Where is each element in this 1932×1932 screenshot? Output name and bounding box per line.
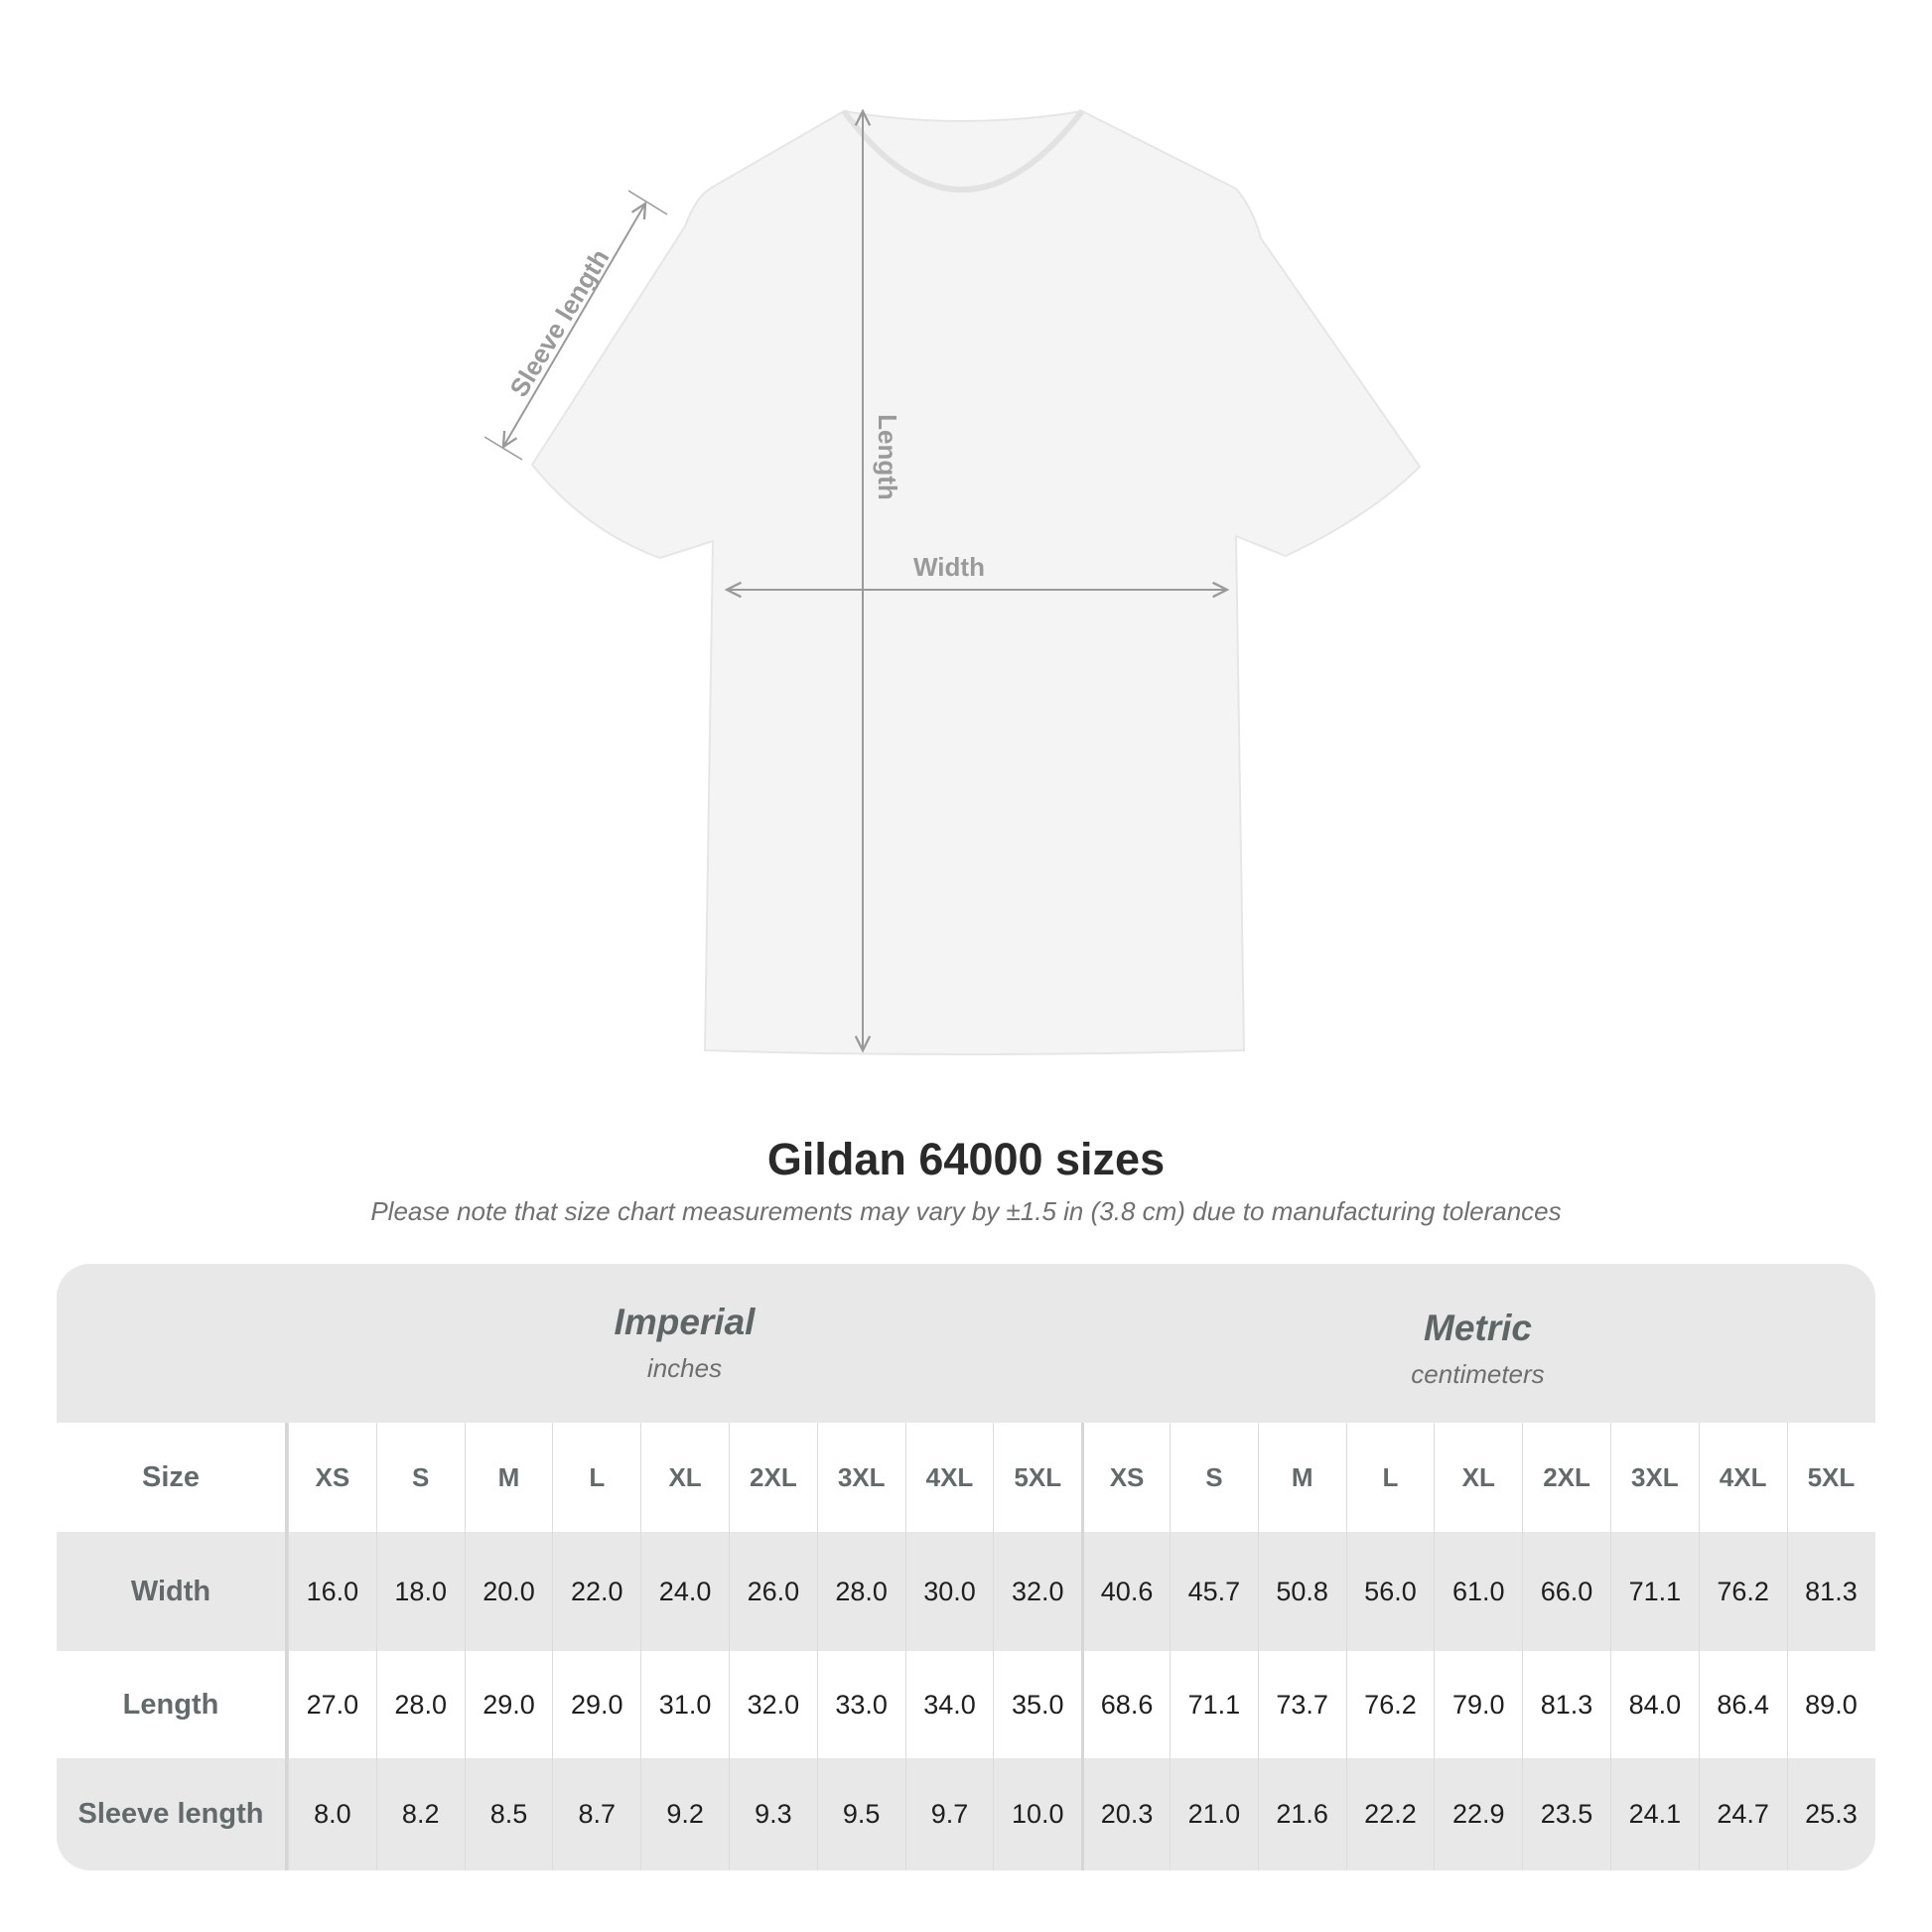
tshirt-collar (841, 109, 1085, 193)
size-header-imperial: 2XL (728, 1423, 817, 1532)
size-header-imperial: 4XL (904, 1423, 994, 1532)
value-cell-metric: 84.0 (1609, 1651, 1699, 1758)
value-cell-imperial: 9.2 (640, 1758, 729, 1870)
value-cell-imperial: 35.0 (993, 1651, 1081, 1758)
value-cell-metric: 79.0 (1434, 1651, 1522, 1758)
value-cell-metric: 25.3 (1786, 1758, 1875, 1870)
width-label: Width (913, 552, 985, 582)
value-cell-metric: 76.2 (1345, 1651, 1435, 1758)
tshirt-diagram (483, 109, 1422, 1055)
size-label: Size (57, 1423, 288, 1532)
size-header-imperial: XS (288, 1423, 376, 1532)
value-cell-metric: 21.6 (1257, 1758, 1346, 1870)
row-label: Length (57, 1651, 288, 1758)
size-header-imperial: 3XL (816, 1423, 905, 1532)
value-cell-metric: 68.6 (1081, 1651, 1170, 1758)
value-cell-imperial: 16.0 (288, 1532, 376, 1651)
value-cell-metric: 73.7 (1257, 1651, 1346, 1758)
value-cell-imperial: 22.0 (552, 1532, 640, 1651)
value-cell-imperial: 30.0 (904, 1532, 994, 1651)
size-header-imperial: XL (640, 1423, 729, 1532)
imperial-header: Imperial inches (288, 1302, 1081, 1384)
value-cell-metric: 81.3 (1786, 1532, 1875, 1651)
value-cell-imperial: 33.0 (816, 1651, 905, 1758)
size-header-metric: XS (1081, 1423, 1170, 1532)
value-cell-metric: 76.2 (1698, 1532, 1787, 1651)
value-cell-imperial: 8.2 (375, 1758, 465, 1870)
value-cell-metric: 89.0 (1786, 1651, 1875, 1758)
value-cell-metric: 81.3 (1522, 1651, 1610, 1758)
size-header-metric: 3XL (1609, 1423, 1699, 1532)
value-cell-imperial: 31.0 (640, 1651, 729, 1758)
value-cell-imperial: 26.0 (728, 1532, 817, 1651)
value-cell-imperial: 9.5 (816, 1758, 905, 1870)
value-cell-metric: 71.1 (1169, 1651, 1258, 1758)
size-header-metric: S (1169, 1423, 1258, 1532)
size-header-metric: 2XL (1522, 1423, 1610, 1532)
metric-unit: centimeters (1411, 1359, 1545, 1389)
value-cell-imperial: 9.7 (904, 1758, 994, 1870)
value-cell-metric: 22.2 (1345, 1758, 1435, 1870)
value-cell-imperial: 8.5 (464, 1758, 553, 1870)
value-cell-metric: 45.7 (1169, 1532, 1258, 1651)
tshirt-body (530, 109, 1422, 1055)
size-row: Size XS S M L XL 2XL 3XL 4XL 5XL XS S M L XL 2XL 3XL 4XL… (57, 1423, 1875, 1532)
value-cell-imperial: 29.0 (552, 1651, 640, 1758)
size-header-metric: 4XL (1698, 1423, 1787, 1532)
value-cell-metric: 24.7 (1698, 1758, 1787, 1870)
size-header-imperial: L (552, 1423, 640, 1532)
size-header-imperial: 5XL (993, 1423, 1081, 1532)
value-cell-imperial: 18.0 (375, 1532, 465, 1651)
table-row: Sleeve length 8.0 8.2 8.5 8.7 9.2 9.3 9.5 9.7 10.… (57, 1758, 1875, 1870)
sleeve-tick (483, 436, 523, 461)
value-cell-metric: 21.0 (1169, 1758, 1258, 1870)
value-cell-imperial: 27.0 (288, 1651, 376, 1758)
length-label: Length (872, 414, 902, 500)
value-cell-imperial: 34.0 (904, 1651, 994, 1758)
row-label: Width (57, 1532, 288, 1651)
size-header-imperial: M (464, 1423, 553, 1532)
metric-title: Metric (1424, 1308, 1532, 1348)
imperial-title: Imperial (614, 1302, 756, 1342)
value-cell-metric: 71.1 (1609, 1532, 1699, 1651)
chart-title: Gildan 64000 sizes (766, 1134, 1166, 1184)
size-table: Imperial inches Metric centimeters Size … (57, 1264, 1875, 1870)
value-cell-imperial: 29.0 (464, 1651, 553, 1758)
size-header-metric: XL (1434, 1423, 1522, 1532)
value-cell-metric: 40.6 (1081, 1532, 1170, 1651)
value-cell-imperial: 32.0 (728, 1651, 817, 1758)
value-cell-metric: 66.0 (1522, 1532, 1610, 1651)
value-cell-metric: 22.9 (1434, 1758, 1522, 1870)
value-cell-metric: 50.8 (1257, 1532, 1346, 1651)
value-cell-metric: 24.1 (1609, 1758, 1699, 1870)
imperial-unit: inches (646, 1353, 723, 1383)
chart-subtitle: Please note that size chart measurements… (370, 1196, 1562, 1226)
table-row: Length 27.0 28.0 29.0 29.0 31.0 32.0 33.0 34.0 35… (57, 1651, 1875, 1758)
value-cell-imperial: 24.0 (640, 1532, 729, 1651)
value-cell-imperial: 28.0 (816, 1532, 905, 1651)
size-header-metric: 5XL (1786, 1423, 1875, 1532)
row-label: Sleeve length (57, 1758, 288, 1870)
sleeve-tick (627, 190, 668, 215)
value-cell-imperial: 28.0 (375, 1651, 465, 1758)
size-header-metric: M (1257, 1423, 1346, 1532)
value-cell-imperial: 32.0 (993, 1532, 1081, 1651)
table-row: Width 16.0 18.0 20.0 22.0 24.0 26.0 28.0 30.0 32.… (57, 1532, 1875, 1651)
value-cell-metric: 86.4 (1698, 1651, 1787, 1758)
value-cell-imperial: 8.7 (552, 1758, 640, 1870)
value-cell-imperial: 20.0 (464, 1532, 553, 1651)
value-cell-metric: 23.5 (1522, 1758, 1610, 1870)
sleeve-arrow (503, 204, 645, 447)
size-header-imperial: S (375, 1423, 465, 1532)
metric-header: Metric centimeters (1081, 1308, 1874, 1390)
value-cell-metric: 61.0 (1434, 1532, 1522, 1651)
value-cell-metric: 56.0 (1345, 1532, 1435, 1651)
value-cell-imperial: 9.3 (728, 1758, 817, 1870)
value-cell-metric: 20.3 (1081, 1758, 1170, 1870)
size-header-metric: L (1345, 1423, 1435, 1532)
value-cell-imperial: 8.0 (288, 1758, 376, 1870)
value-cell-imperial: 10.0 (993, 1758, 1081, 1870)
